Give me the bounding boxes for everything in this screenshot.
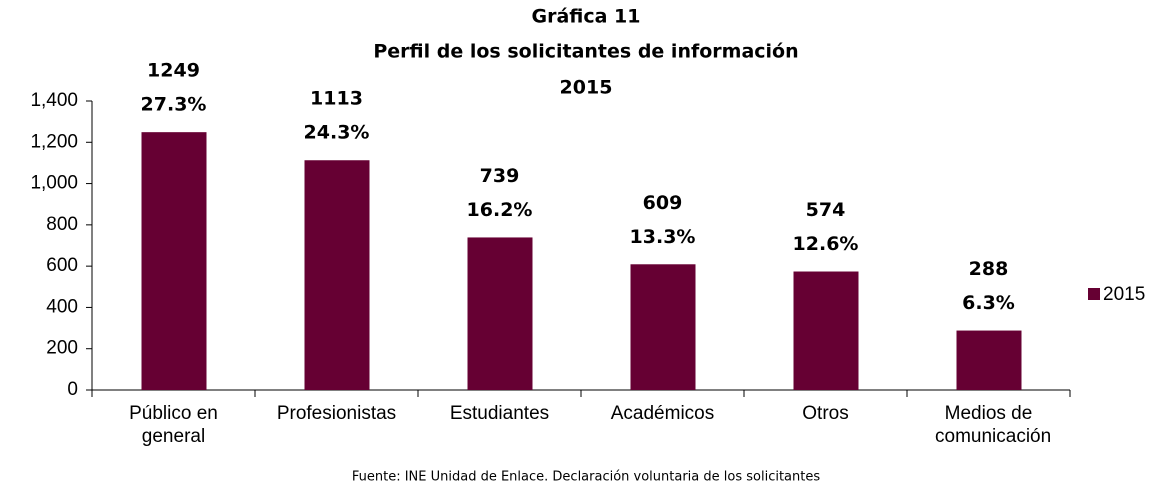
- chart-title: Gráfica 11: [531, 6, 640, 28]
- y-tick-label: 600: [46, 255, 78, 276]
- y-tick-label: 800: [46, 214, 78, 235]
- chart-title: Perfil de los solicitantes de informació…: [373, 41, 798, 63]
- x-tick-label-box: Medios de comunicación: [935, 403, 1052, 447]
- percent-label: 16.2%: [467, 199, 533, 221]
- bar: [304, 160, 370, 390]
- x-tick-label: Académicos: [610, 403, 715, 424]
- x-tick-label-box: Otros: [802, 403, 849, 424]
- x-tick-label: Medios de comunicación: [935, 403, 1052, 447]
- data-label: 739: [480, 165, 520, 187]
- y-tick-label: 1,000: [30, 173, 78, 194]
- bar: [141, 132, 207, 390]
- x-tick-label-box: Público en general: [129, 403, 218, 447]
- x-tick-label: Profesionistas: [276, 403, 397, 424]
- bar: [956, 330, 1022, 390]
- bar: [793, 271, 859, 390]
- y-tick-label: 400: [46, 296, 78, 317]
- x-tick-label-box: Académicos: [610, 403, 715, 424]
- data-label: 1249: [147, 60, 200, 82]
- percent-label: 6.3%: [962, 292, 1015, 314]
- x-tick-label-box: Profesionistas: [276, 403, 397, 424]
- data-label: 609: [643, 192, 683, 214]
- y-tick-label: 1,400: [30, 90, 78, 111]
- data-label: 288: [969, 258, 1009, 280]
- bar: [630, 264, 696, 390]
- bar: [467, 237, 533, 390]
- data-label: 1113: [310, 88, 363, 110]
- chart-title: 2015: [560, 77, 613, 99]
- x-tick-label: Otros: [802, 403, 849, 424]
- x-tick-label: Estudiantes: [449, 403, 550, 424]
- source-note: Fuente: INE Unidad de Enlace. Declaració…: [352, 470, 820, 485]
- x-tick-label-box: Estudiantes: [449, 403, 550, 424]
- data-label: 574: [806, 199, 846, 221]
- y-tick-label: 200: [46, 338, 78, 359]
- y-tick-label: 1,200: [30, 131, 78, 152]
- percent-label: 24.3%: [304, 122, 370, 144]
- legend-label: 2015: [1103, 284, 1145, 305]
- percent-label: 27.3%: [141, 94, 207, 116]
- percent-label: 13.3%: [630, 226, 696, 248]
- percent-label: 12.6%: [793, 233, 859, 255]
- y-tick-label: 0: [67, 379, 78, 400]
- x-tick-label: Público en general: [129, 403, 218, 447]
- legend-swatch: [1088, 288, 1100, 300]
